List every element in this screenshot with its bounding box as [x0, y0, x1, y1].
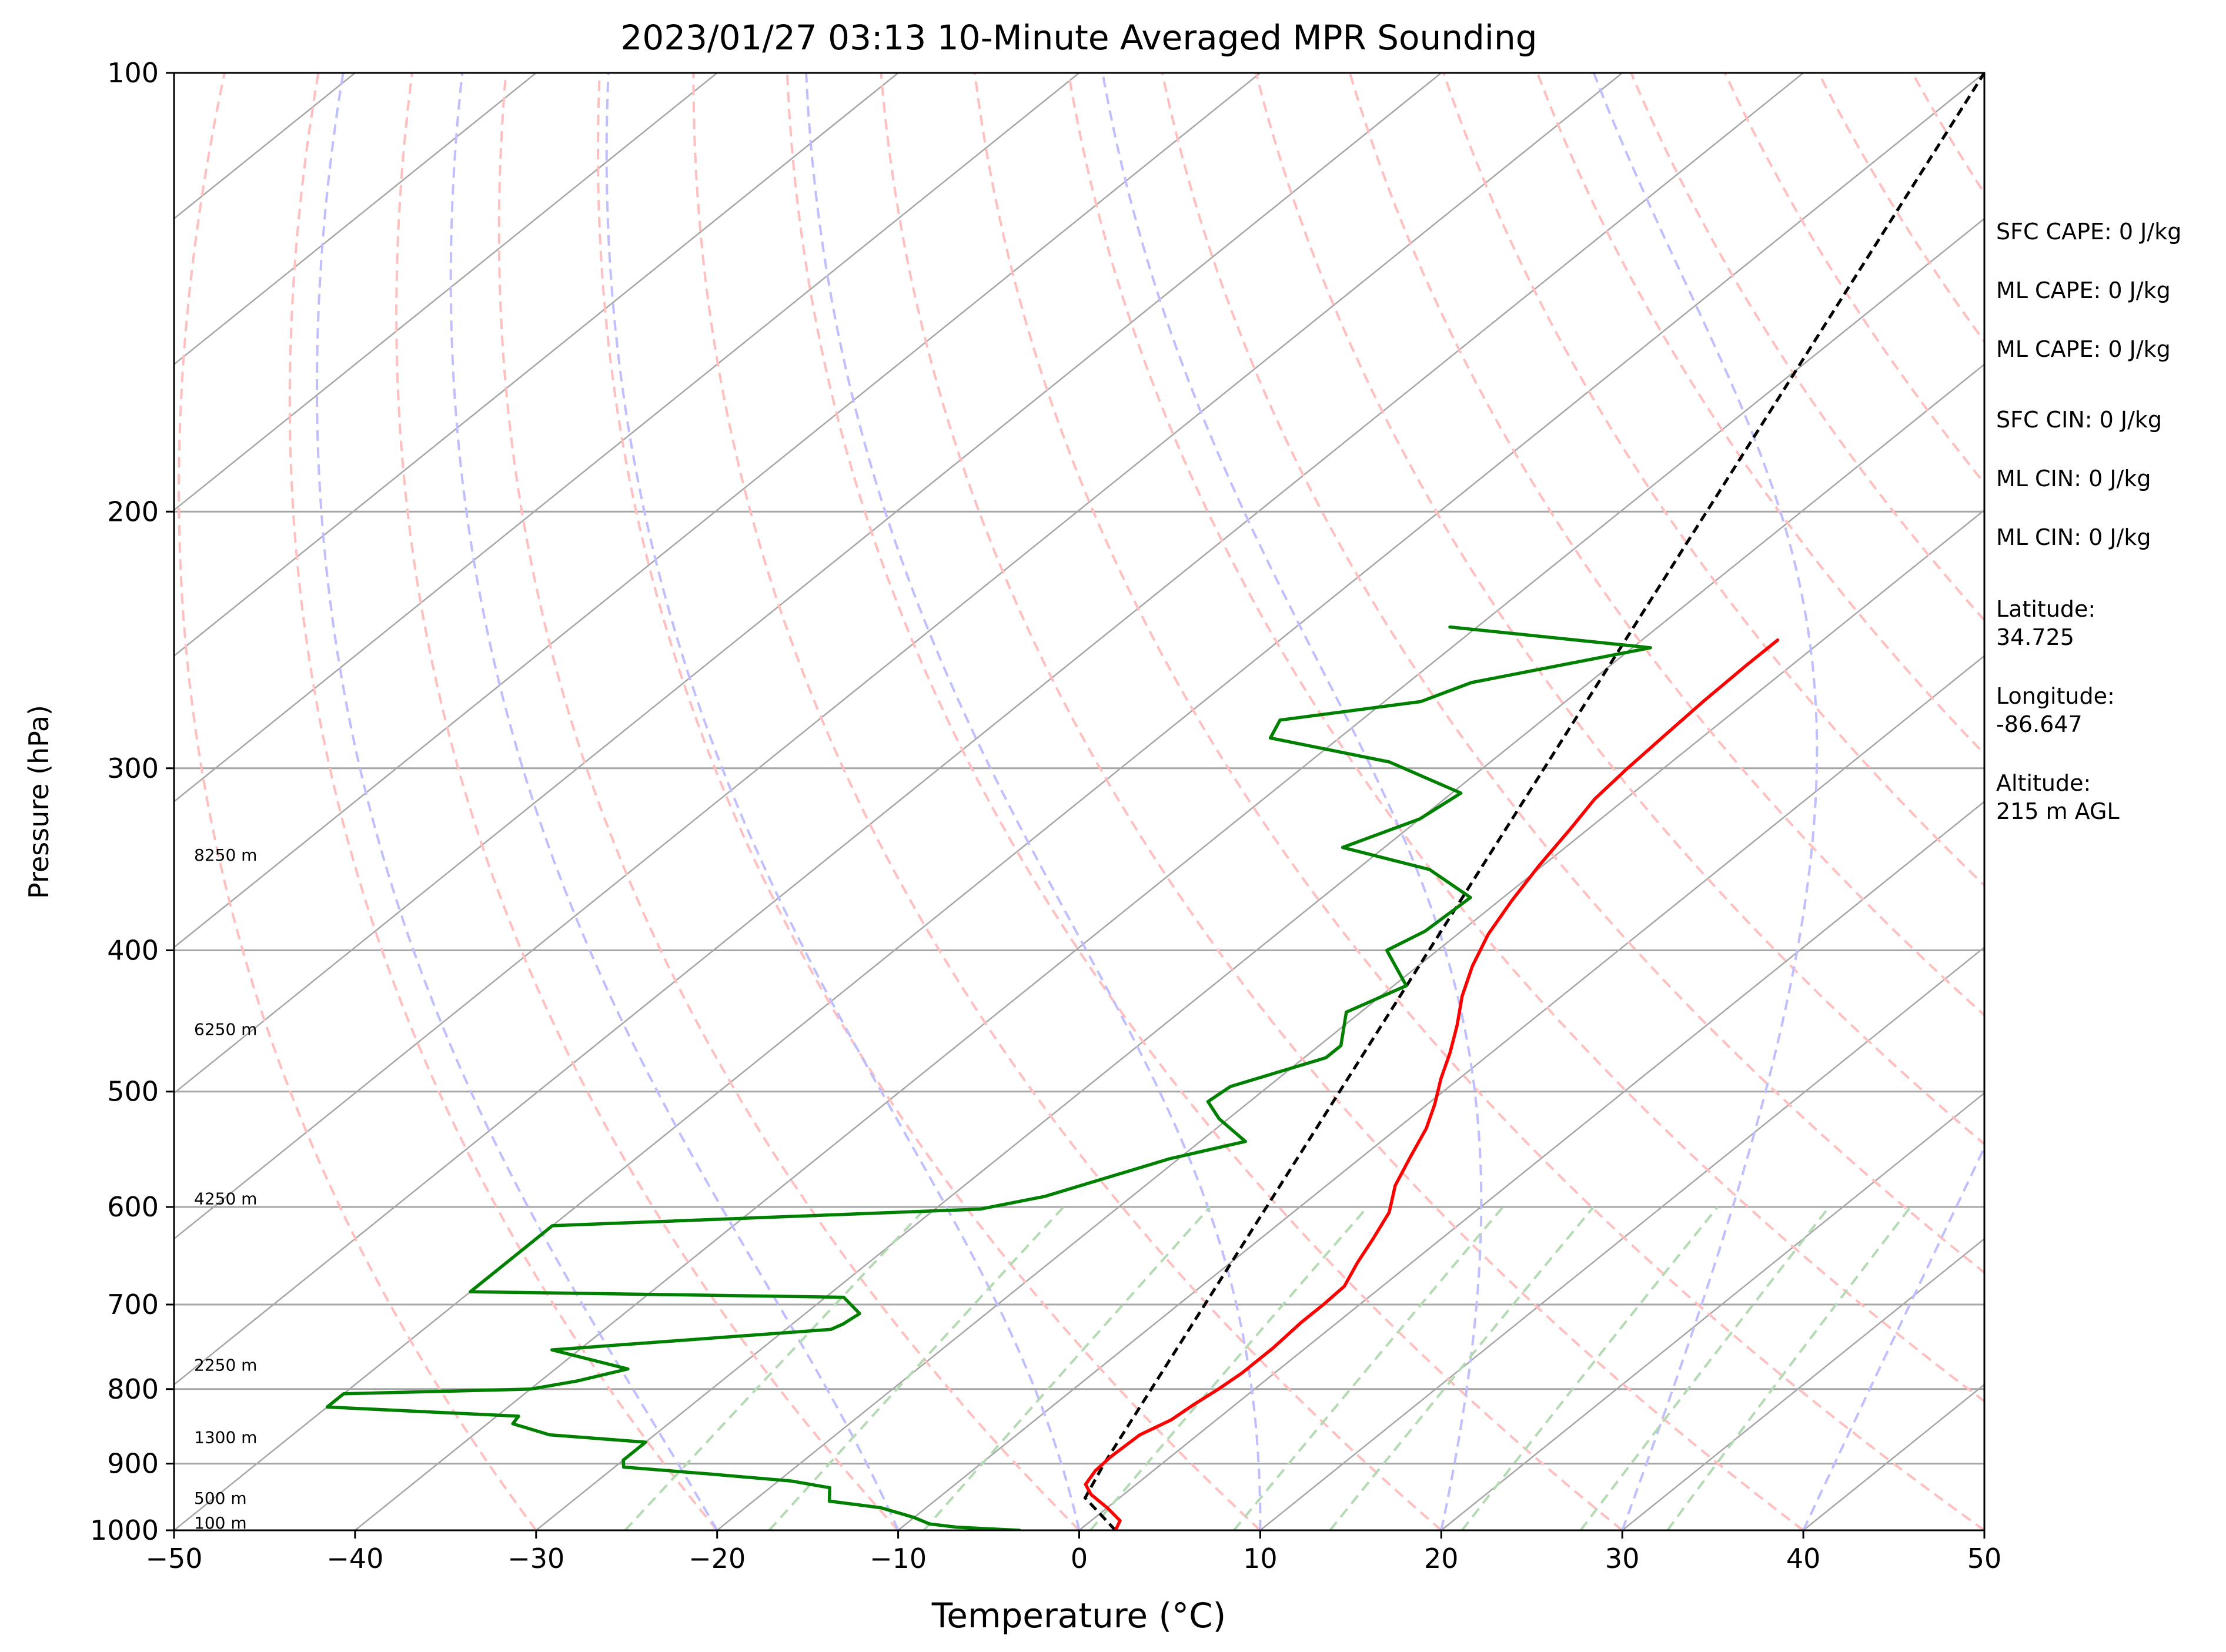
y-tick-label: 1000 — [90, 1514, 159, 1546]
dry-adiabat-line — [880, 73, 1804, 1530]
x-axis-label: Temperature (°C) — [931, 1596, 1226, 1636]
altitude-label: Altitude: — [1996, 770, 2091, 796]
dry-adiabat-line — [1442, 73, 1984, 887]
sounding-profiles — [325, 73, 1984, 1530]
dry-adiabat-line — [178, 73, 537, 1530]
isotherm-line — [174, 73, 1804, 1386]
longitude-label: Longitude: — [1996, 683, 2115, 709]
dry-adiabat-line — [1067, 73, 1984, 1403]
dry-adiabat-line — [1255, 73, 1984, 1146]
dry-adiabat-line — [288, 73, 718, 1530]
sfc-cape-text: SFC CAPE: 0 J/kg — [1996, 219, 2182, 245]
isotherm-line — [174, 73, 1080, 803]
y-tick-label: 200 — [107, 496, 159, 527]
mixing-ratio-line — [1460, 1206, 1719, 1530]
latitude-value: 34.725 — [1996, 624, 2074, 650]
altitude-value: 215 m AGL — [1996, 798, 2120, 824]
mixing-ratio-line — [1089, 1206, 1369, 1530]
dry-adiabat-line — [1817, 73, 1984, 344]
mixing-ratio-line — [1666, 1206, 1911, 1530]
height-annotation: 6250 m — [194, 1019, 257, 1039]
height-annotation: 4250 m — [194, 1189, 257, 1209]
height-annotations: 100 m 500 m 1300 m 2250 m 4250 m 6250 m 8250 m — [194, 845, 257, 1533]
latitude-label: Latitude: — [1996, 596, 2096, 622]
mixing-ratio-line — [624, 1206, 928, 1530]
parcel-path-line — [1083, 73, 1984, 1530]
mixing-ratio-line — [768, 1206, 1065, 1530]
isotherm-line — [1078, 800, 1984, 1530]
background-lines — [174, 73, 1984, 1530]
chart-title: 2023/01/27 03:13 10-Minute Averaged MPR … — [620, 18, 1537, 58]
x-tick-label: 10 — [1243, 1543, 1278, 1574]
height-annotation: 1300 m — [194, 1427, 257, 1447]
dry-adiabat-line — [597, 73, 1261, 1530]
ml-cin-text-2: ML CIN: 0 J/kg — [1996, 524, 2151, 550]
x-tick-label: −40 — [326, 1543, 383, 1574]
x-tick-label: 20 — [1424, 1543, 1459, 1574]
dry-adiabat-line — [395, 73, 900, 1530]
isotherm-line — [355, 218, 1984, 1530]
isotherm-line — [174, 73, 718, 511]
height-annotation: 2250 m — [194, 1356, 257, 1375]
isotherm-line — [1622, 1238, 1984, 1530]
isotherm-line — [897, 654, 1984, 1530]
x-tick-label: −50 — [145, 1543, 202, 1574]
dry-adiabat-line — [973, 73, 1984, 1530]
dry-adiabat-line — [692, 73, 1442, 1530]
height-annotation: 8250 m — [194, 845, 257, 865]
isotherm-line — [174, 73, 1623, 1240]
moist-adiabat-line — [805, 73, 1262, 1530]
sfc-cin-text: SFC CIN: 0 J/kg — [1996, 407, 2163, 433]
y-tick-label: 700 — [107, 1289, 159, 1320]
dry-adiabat-line — [1348, 73, 1984, 1017]
axes: −50 −40 −30 −20 −10 0 10 20 30 40 50 1000 900 800 700 6… — [90, 57, 2001, 1574]
ml-cape-text: ML CAPE: 0 J/kg — [1996, 277, 2171, 303]
x-tick-label: −20 — [688, 1543, 746, 1574]
y-tick-label: 900 — [107, 1448, 159, 1480]
x-tick-label: 40 — [1786, 1543, 1821, 1574]
isotherm-line — [174, 73, 537, 366]
sounding-stats: SFC CAPE: 0 J/kg ML CAPE: 0 J/kg ML CAPE… — [1996, 218, 2220, 825]
dewpoint-profile-line — [325, 625, 1652, 1530]
isotherm-line — [1440, 1092, 1984, 1530]
moist-adiabat-line — [1592, 73, 1819, 1530]
dry-adiabat-line — [497, 73, 1080, 1530]
dry-adiabat-line — [786, 73, 1623, 1530]
mixing-ratio-line — [1329, 1206, 1595, 1530]
mixing-ratio-line — [1233, 1206, 1504, 1530]
moist-adiabat-line — [1101, 73, 1483, 1530]
mixing-ratio-line — [923, 1206, 1211, 1530]
longitude-value: -86.647 — [1996, 711, 2083, 737]
dry-adiabat-line — [1161, 73, 1984, 1275]
x-tick-label: 0 — [1071, 1543, 1088, 1574]
x-tick-label: −30 — [507, 1543, 564, 1574]
moist-adiabat-line — [449, 73, 900, 1530]
dry-adiabat-line — [1630, 73, 1984, 622]
x-tick-label: 50 — [1967, 1543, 2002, 1574]
x-tick-label: −10 — [870, 1543, 927, 1574]
x-tick-label: 30 — [1605, 1543, 1640, 1574]
y-tick-label: 800 — [107, 1373, 159, 1405]
temperature-profile-line — [1084, 638, 1780, 1530]
mixing-ratio-line — [1579, 1206, 1830, 1530]
isotherm-line — [1259, 946, 1984, 1530]
y-tick-label: 500 — [107, 1076, 159, 1108]
isotherm-line — [174, 73, 1442, 1094]
isotherm-line — [716, 509, 1984, 1530]
ml-cin-text: ML CIN: 0 J/kg — [1996, 466, 2151, 491]
y-axis-label: Pressure (hPa) — [23, 705, 55, 899]
height-annotation: 500 m — [194, 1489, 247, 1508]
isotherm-line — [174, 73, 899, 657]
moist-adiabat-line — [605, 73, 1081, 1530]
y-tick-label: 600 — [107, 1191, 159, 1223]
isotherm-line — [536, 363, 1984, 1530]
moist-adiabat-line — [316, 73, 718, 1530]
isotherm-line — [174, 73, 1261, 949]
y-tick-label: 100 — [107, 57, 159, 89]
ml-cape-text-2: ML CAPE: 0 J/kg — [1996, 336, 2171, 362]
y-tick-label: 300 — [107, 753, 159, 784]
height-annotation: 100 m — [194, 1513, 247, 1533]
y-tick-label: 400 — [107, 935, 159, 967]
